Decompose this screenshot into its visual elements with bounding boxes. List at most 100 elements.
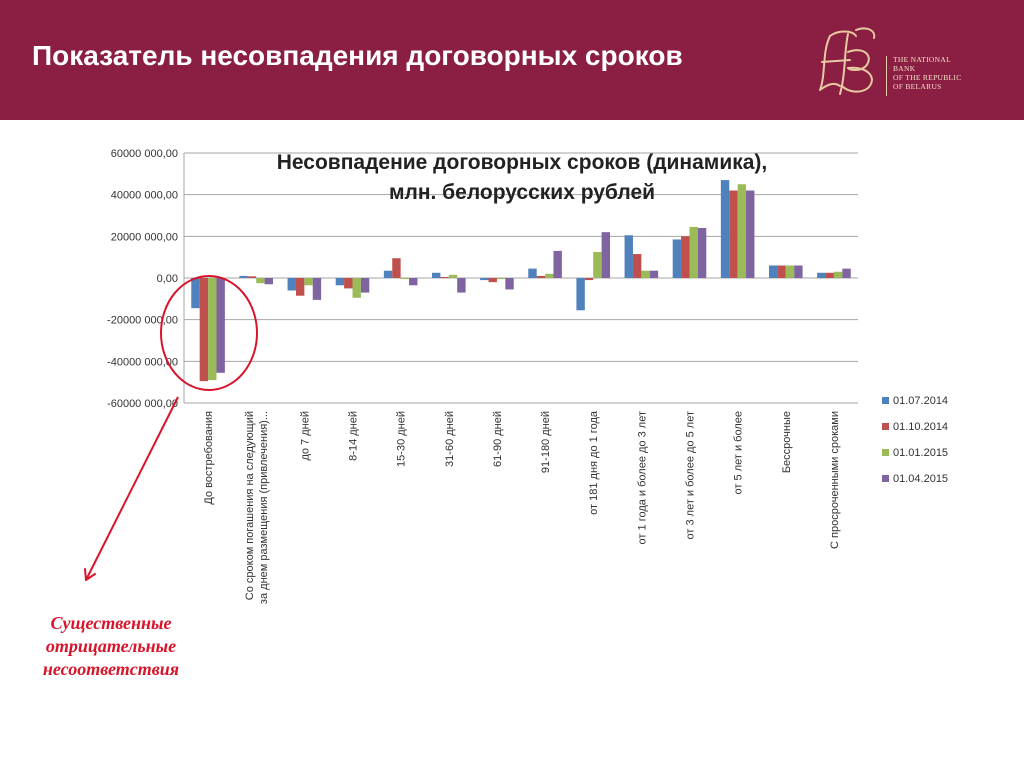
bar xyxy=(641,270,650,278)
mismatch-bar-chart: 60000 000,00 40000 000,00 20000 000,00 0,00… xyxy=(84,148,948,604)
legend-swatch xyxy=(882,475,889,482)
bar xyxy=(409,278,418,286)
y-tick-label: 20000 000,00 xyxy=(111,231,178,243)
legend-label: 01.04.2015 xyxy=(893,473,948,485)
x-tick-label-line: Со сроком погашения на следующий xyxy=(244,411,256,600)
legend-swatch xyxy=(882,449,889,456)
logo-text-line: OF BELARUS xyxy=(893,82,942,91)
x-tick-label-line: до 7 дней xyxy=(299,411,311,461)
bar xyxy=(392,258,401,278)
bar xyxy=(593,251,602,278)
bar xyxy=(794,265,803,278)
x-tick-label: С просроченными сроками xyxy=(829,411,841,549)
bar xyxy=(208,278,217,381)
x-tick-label: от 181 дня до 1 года xyxy=(588,410,600,515)
bar xyxy=(352,278,361,298)
legend-label: 01.07.2014 xyxy=(893,395,948,407)
bar xyxy=(216,278,225,373)
x-tick-label: 15-30 дней xyxy=(396,411,408,467)
bar xyxy=(304,278,313,286)
x-tick-label: Со сроком погашения на следующий за днем … xyxy=(244,411,270,604)
bar xyxy=(720,180,730,278)
chart-title-line: Несовпадение договорных сроков (динамика… xyxy=(276,151,768,174)
x-tick-label-line: 31-60 дней xyxy=(444,411,456,467)
y-tick-label: -60000 000,00 xyxy=(107,398,178,410)
bar xyxy=(295,278,305,296)
bar xyxy=(817,272,826,278)
bar xyxy=(344,278,353,289)
x-tick-label-line: за днем размещения (привлечения)... xyxy=(258,411,270,604)
bar xyxy=(737,184,747,278)
bar xyxy=(335,278,345,286)
bar xyxy=(768,265,778,278)
bars xyxy=(191,180,851,382)
bar xyxy=(360,278,370,293)
y-tick-label: 40000 000,00 xyxy=(111,190,178,202)
bar xyxy=(457,278,466,293)
bar xyxy=(431,272,441,278)
x-axis-labels: До востребования Со сроком погашения на с… xyxy=(203,410,841,604)
bar xyxy=(496,278,506,280)
logo-text-line: BANK xyxy=(893,64,916,73)
bar xyxy=(601,232,611,278)
bar xyxy=(624,235,633,278)
x-tick-label-line: от 181 дня до 1 года xyxy=(588,410,600,515)
bar xyxy=(689,226,698,278)
x-tick-label-line: 8-14 дней xyxy=(348,411,360,461)
x-tick-label-line: Бессрочные xyxy=(781,411,793,473)
y-tick-label: -20000 000,00 xyxy=(107,315,178,327)
logo-divider xyxy=(886,56,887,96)
x-tick-label-line: До востребования xyxy=(203,411,215,505)
bar xyxy=(785,265,795,278)
bar xyxy=(400,278,410,280)
annotation-line: Существенные xyxy=(50,613,172,633)
x-tick-label-line: 15-30 дней xyxy=(396,411,408,467)
bar xyxy=(287,278,296,291)
logo-text-line: OF THE REPUBLIC xyxy=(893,73,962,82)
bar xyxy=(632,254,642,278)
bar xyxy=(480,278,489,281)
bar xyxy=(545,273,554,278)
bar xyxy=(729,190,738,278)
bar xyxy=(440,276,449,278)
logo-text-line: THE NATIONAL xyxy=(893,55,951,64)
annotation-marks xyxy=(84,275,258,581)
highlight-ellipse xyxy=(160,275,258,391)
x-tick-label: 8-14 дней xyxy=(348,411,360,461)
bar xyxy=(576,278,585,311)
bar xyxy=(256,278,265,284)
bar xyxy=(777,265,786,278)
bar xyxy=(697,228,707,278)
bar xyxy=(536,275,546,278)
chart-title: Несовпадение договорных сроков (динамика… xyxy=(232,148,812,208)
legend-swatch xyxy=(882,423,889,430)
y-tick-label: 0,00 xyxy=(157,273,178,285)
logo-text: THE NATIONAL BANK OF THE REPUBLIC OF BEL… xyxy=(893,55,962,91)
chart-title-line: млн. белорусских рублей xyxy=(388,181,656,204)
y-tick-label: 60000 000,00 xyxy=(111,148,178,160)
bar xyxy=(383,270,393,278)
bar xyxy=(681,236,690,278)
legend-swatch xyxy=(882,397,889,404)
x-tick-label: 61-90 дней xyxy=(492,411,504,467)
annotation-line: отрицательные xyxy=(45,636,177,656)
x-tick-label-line: 61-90 дней xyxy=(492,411,504,467)
bar xyxy=(488,278,497,283)
x-tick-label: от 3 лет и более до 5 лет xyxy=(685,411,697,539)
y-tick-label: -40000 000,00 xyxy=(107,356,178,368)
x-tick-label: До востребования xyxy=(203,411,215,505)
bar xyxy=(505,278,514,290)
x-tick-label: до 7 дней xyxy=(299,411,311,461)
y-axis-ticks: 60000 000,00 40000 000,00 20000 000,00 0,00… xyxy=(107,148,178,410)
bar xyxy=(825,272,834,278)
x-tick-label: Бессрочные xyxy=(781,411,793,473)
annotation-arrow-line xyxy=(85,396,179,581)
x-tick-label-line: от 5 лет и более xyxy=(733,411,745,494)
bar xyxy=(191,278,200,309)
legend-label: 01.01.2015 xyxy=(893,447,948,459)
national-bank-logo-icon xyxy=(819,27,876,95)
legend: 01.07.2014 01.10.2014 01.01.2015 01.04.2015 xyxy=(882,395,948,485)
x-tick-label-line: от 3 лет и более до 5 лет xyxy=(685,411,697,539)
x-tick-label: 31-60 дней xyxy=(444,411,456,467)
x-tick-label-line: от 1 года и более до 3 лет xyxy=(636,411,648,544)
